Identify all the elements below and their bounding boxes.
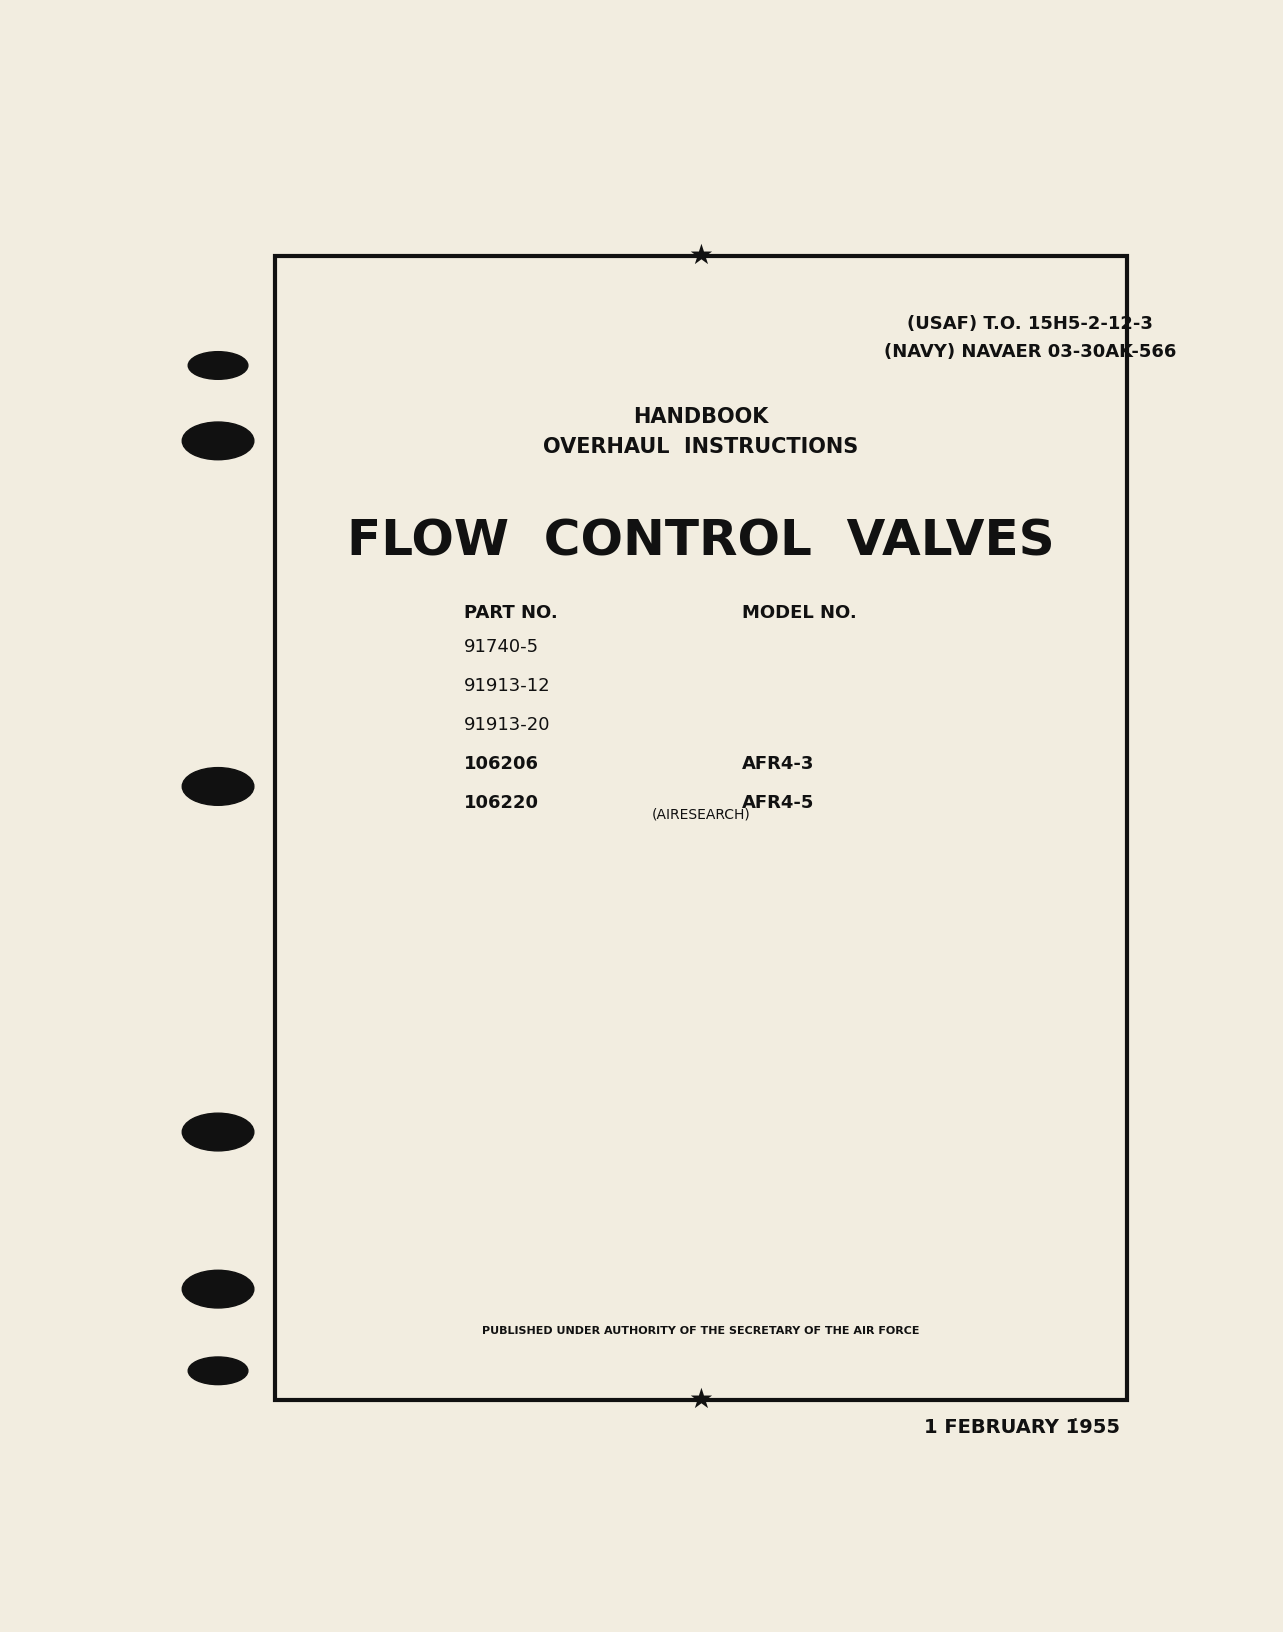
Ellipse shape [182,1113,254,1151]
Text: PUBLISHED UNDER AUTHORITY OF THE SECRETARY OF THE AIR FORCE: PUBLISHED UNDER AUTHORITY OF THE SECRETA… [482,1325,920,1335]
Ellipse shape [182,423,254,460]
Text: 106220: 106220 [463,793,539,811]
Ellipse shape [182,1270,254,1307]
Text: PART NO.: PART NO. [463,604,557,622]
Text: 91913-20: 91913-20 [463,716,550,734]
Text: FLOW  CONTROL  VALVES: FLOW CONTROL VALVES [346,517,1055,565]
Text: (AIRESEARCH): (AIRESEARCH) [652,808,751,821]
Text: (USAF) T.O. 15H5-2-12-3: (USAF) T.O. 15H5-2-12-3 [907,315,1153,333]
Text: 91913-12: 91913-12 [463,677,550,695]
Text: 91740-5: 91740-5 [463,638,539,656]
Text: 106206: 106206 [463,756,539,774]
Text: .: . [1071,1405,1079,1425]
Ellipse shape [189,1356,248,1384]
Text: OVERHAUL  INSTRUCTIONS: OVERHAUL INSTRUCTIONS [543,437,858,457]
Text: AFR4-3: AFR4-3 [742,756,815,774]
Ellipse shape [182,767,254,805]
Ellipse shape [189,351,248,379]
Text: AFR4-5: AFR4-5 [742,793,815,811]
Bar [275,256,1126,1400]
Text: MODEL NO.: MODEL NO. [742,604,857,622]
Text: ★: ★ [689,242,713,271]
Text: 1 FEBRUARY 1955: 1 FEBRUARY 1955 [924,1418,1120,1436]
Text: ★: ★ [689,1386,713,1413]
Text: HANDBOOK: HANDBOOK [633,406,769,428]
Text: (NAVY) NAVAER 03-30AK-566: (NAVY) NAVAER 03-30AK-566 [884,343,1177,361]
